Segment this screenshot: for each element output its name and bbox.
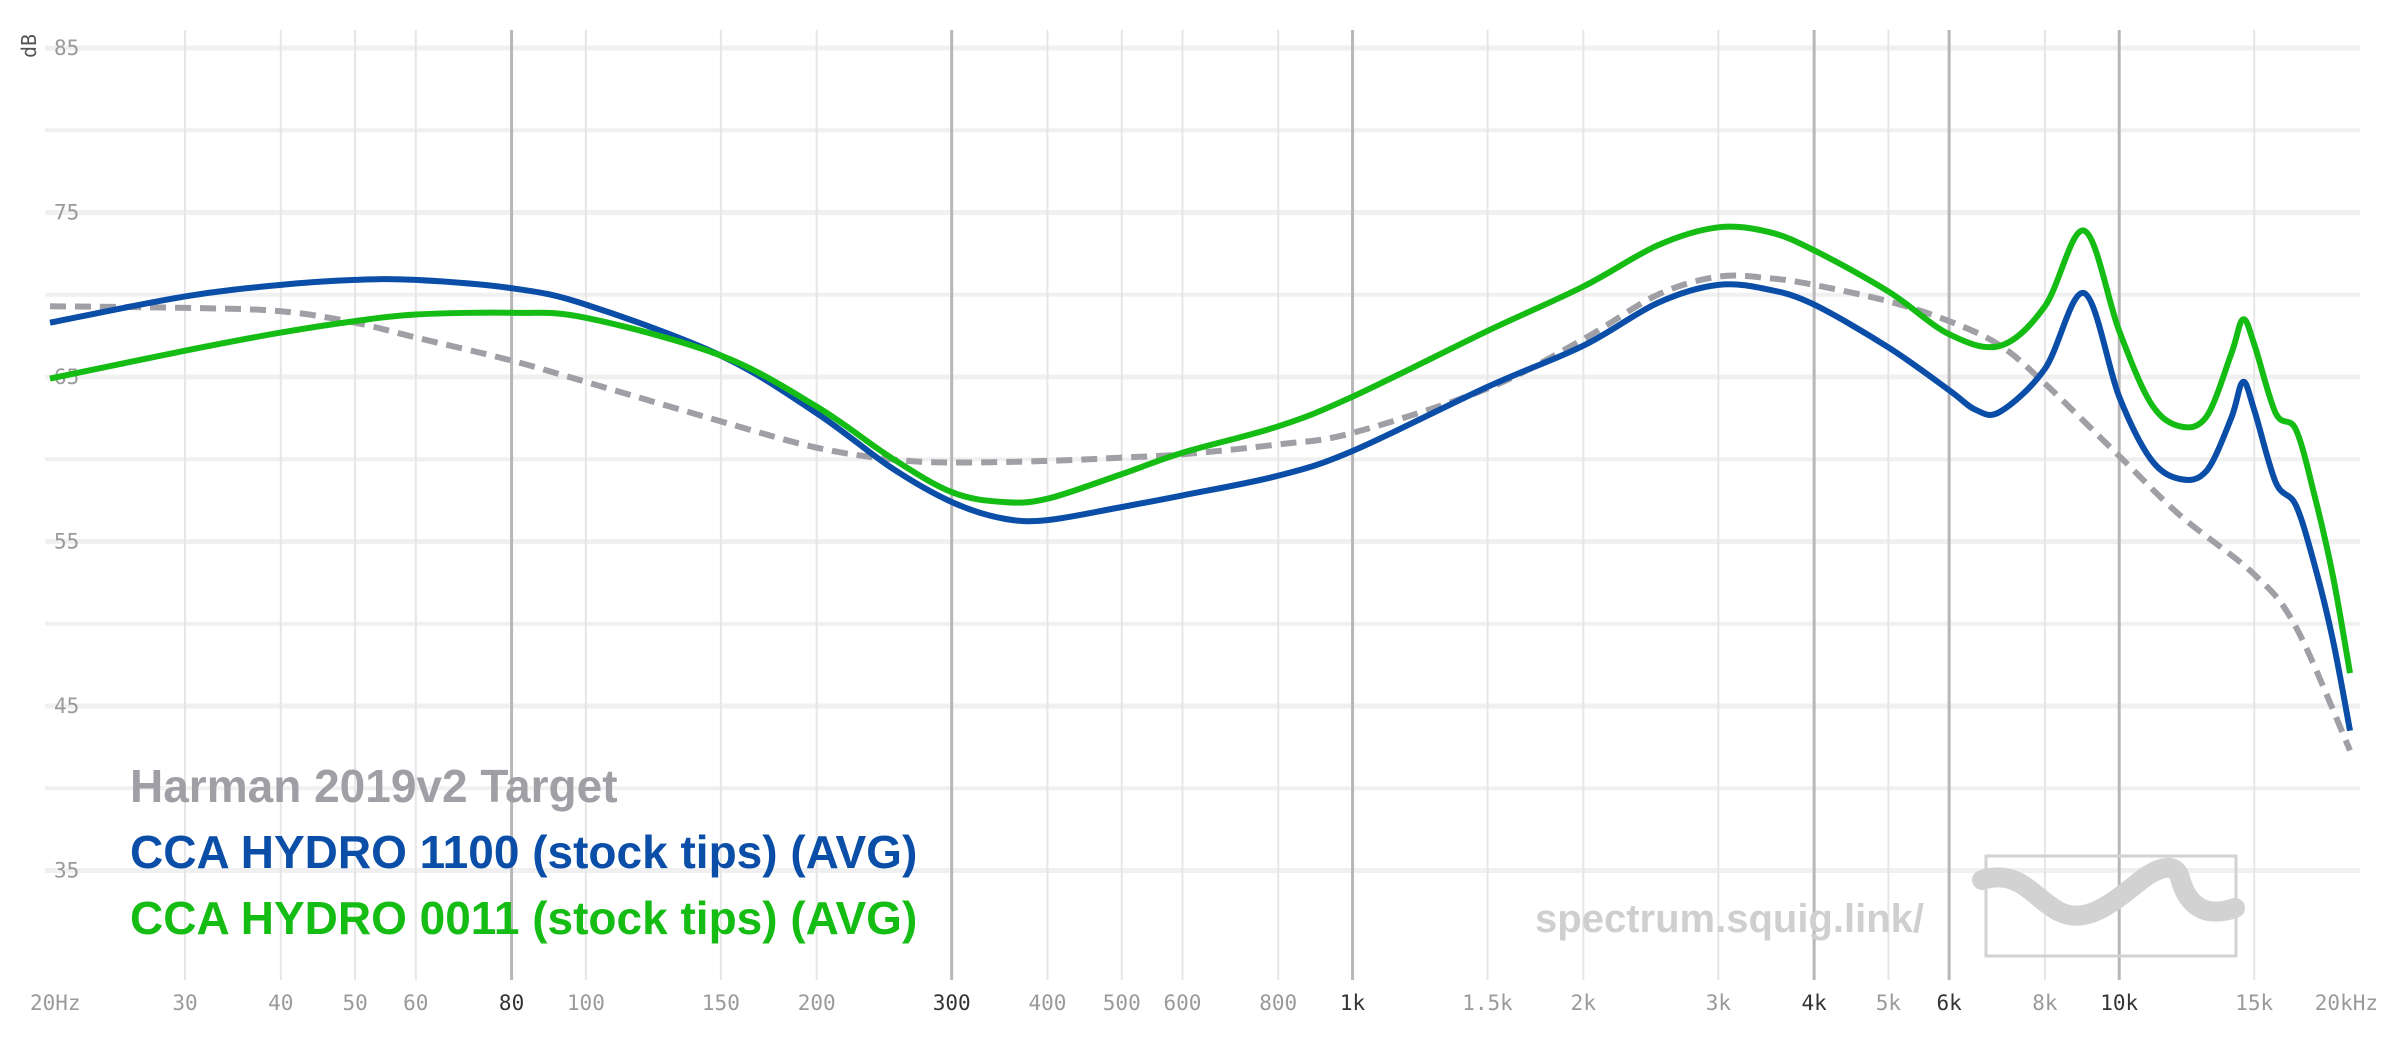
x-tick-label: 1k (1340, 991, 1366, 1015)
x-tick-label: 300 (933, 991, 971, 1015)
x-tick-label: 4k (1801, 991, 1827, 1015)
x-tick-label: 500 (1103, 991, 1141, 1015)
x-tick-label: 600 (1163, 991, 1201, 1015)
legend-entry-hydro-1100: CCA HYDRO 1100 (stock tips) (AVG) (130, 826, 917, 878)
watermark-text: spectrum.squig.link/ (1535, 897, 1924, 941)
frequency-response-curves (49, 223, 2353, 752)
legend-entry-target: Harman 2019v2 Target (130, 760, 618, 812)
x-tick-label: 8k (2032, 991, 2058, 1015)
x-tick-label: 6k (1936, 991, 1962, 1015)
squig-logo (1972, 854, 2245, 958)
x-tick-label: 150 (702, 991, 740, 1015)
x-tick-label: 10k (2100, 991, 2138, 1015)
x-tick-label: 100 (567, 991, 605, 1015)
y-tick-label: 85 (54, 36, 79, 60)
y-tick-label: 55 (54, 530, 79, 554)
y-tick-label: 45 (54, 694, 79, 718)
x-tick-label: 40 (268, 991, 293, 1015)
x-tick-label: 60 (403, 991, 428, 1015)
squiggle-mark (1972, 857, 2245, 926)
x-tick-label: 15k (2235, 991, 2273, 1015)
hydro-0011-curve (49, 223, 2353, 674)
x-tick-label: 3k (1706, 991, 1732, 1015)
x-tick-label: 50 (342, 991, 367, 1015)
x-tick-label: 5k (1876, 991, 1902, 1015)
legend-entry-hydro-0011: CCA HYDRO 0011 (stock tips) (AVG) (130, 892, 917, 944)
horizontal-gridlines (45, 45, 2360, 873)
x-tick-label: 200 (798, 991, 836, 1015)
vertical-gridlines (184, 30, 2256, 980)
hydro-1100-curve (49, 276, 2353, 732)
x-tick-label: 20kHz (2315, 991, 2378, 1015)
x-tick-label: 80 (499, 991, 524, 1015)
y-tick-label: 75 (54, 201, 79, 225)
chart-legend: Harman 2019v2 Target CCA HYDRO 1100 (sto… (130, 760, 917, 944)
x-tick-label: 2k (1571, 991, 1597, 1015)
x-tick-label: 800 (1259, 991, 1297, 1015)
y-tick-label: 35 (54, 859, 79, 883)
x-tick-label: 20Hz (30, 991, 81, 1015)
x-tick-labels: 20Hz 30 40 50 60 80 100 150 200 300 400 500 600 800 1k… (30, 991, 2378, 1015)
x-tick-label: 400 (1028, 991, 1066, 1015)
x-tick-label: 1.5k (1462, 991, 1513, 1015)
harman-target-curve (49, 272, 2353, 752)
x-tick-label: 30 (172, 991, 197, 1015)
y-axis-unit-label: dB (17, 34, 41, 58)
